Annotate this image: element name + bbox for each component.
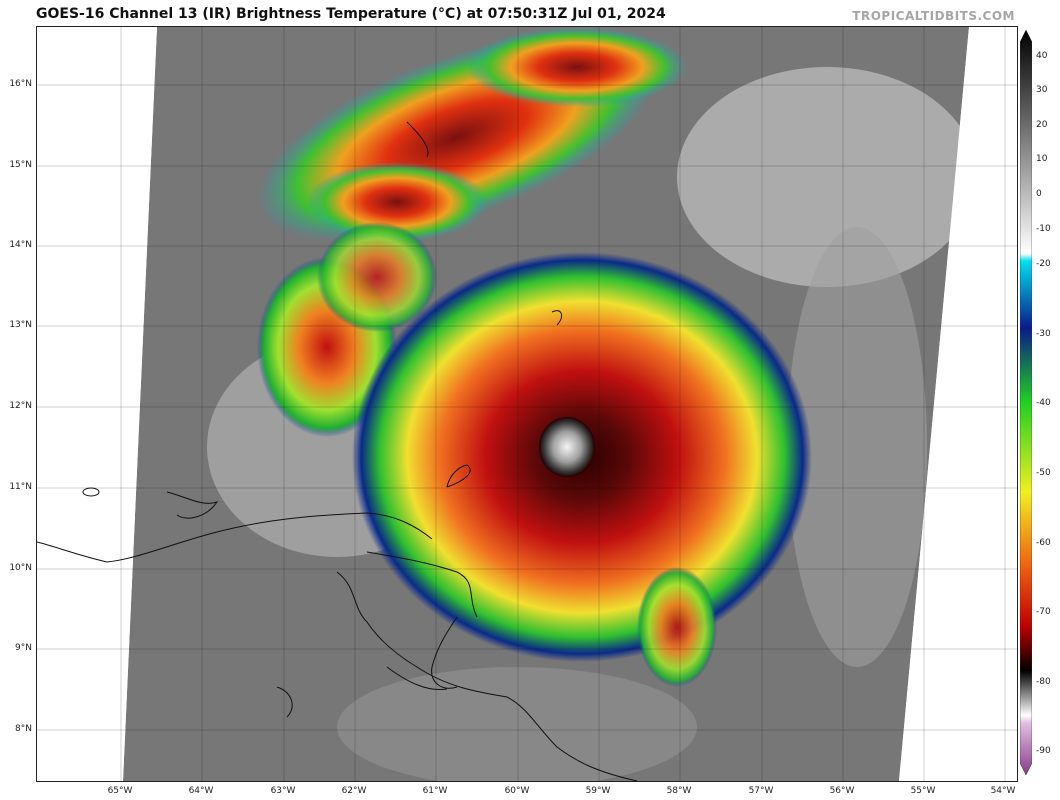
- lon-label-61w: 61°W: [422, 786, 448, 796]
- satellite-map: [36, 26, 1018, 782]
- satellite-image: [37, 27, 1017, 781]
- colorbar-tick: 20: [1036, 120, 1048, 130]
- lon-label-54w: 54°W: [990, 786, 1016, 796]
- colorbar-tick: -20: [1036, 259, 1051, 269]
- lon-label-59w: 59°W: [585, 786, 611, 796]
- colorbar-tick: -10: [1036, 224, 1051, 234]
- colorbar-tick: -30: [1036, 329, 1051, 339]
- colorbar-tick: -80: [1036, 677, 1051, 687]
- colorbar-tick: -70: [1036, 607, 1051, 617]
- lat-label-14n: 14°N: [9, 240, 32, 250]
- lon-label-60w: 60°W: [504, 786, 530, 796]
- lon-label-58w: 58°W: [666, 786, 692, 796]
- lat-label-15n: 15°N: [9, 160, 32, 170]
- graticule: [37, 27, 1017, 781]
- lat-label-16n: 16°N: [9, 79, 32, 89]
- lat-label-8n: 8°N: [15, 724, 32, 734]
- lat-label-13n: 13°N: [9, 320, 32, 330]
- colorbar-tick: 40: [1036, 51, 1048, 61]
- lat-label-10n: 10°N: [9, 563, 32, 573]
- lon-label-55w: 55°W: [910, 786, 936, 796]
- map-title: GOES-16 Channel 13 (IR) Brightness Tempe…: [36, 6, 666, 22]
- lon-label-62w: 62°W: [341, 786, 367, 796]
- coastlines: [37, 121, 638, 781]
- colorbar-tick: -50: [1036, 468, 1051, 478]
- lat-label-12n: 12°N: [9, 401, 32, 411]
- lat-label-11n: 11°N: [9, 482, 32, 492]
- site-credit: TROPICALTIDBITS.COM: [852, 9, 1015, 23]
- lat-label-9n: 9°N: [15, 643, 32, 653]
- colorbar: [1020, 30, 1032, 775]
- lon-label-65w: 65°W: [107, 786, 133, 796]
- lon-label-63w: 63°W: [270, 786, 296, 796]
- colorbar-tick: -40: [1036, 398, 1051, 408]
- colorbar-tick: -90: [1036, 746, 1051, 756]
- lon-label-57w: 57°W: [748, 786, 774, 796]
- colorbar-tick: 30: [1036, 85, 1048, 95]
- lon-label-56w: 56°W: [829, 786, 855, 796]
- colorbar-tick: 10: [1036, 154, 1048, 164]
- colorbar-tick: 0: [1036, 189, 1042, 199]
- colorbar-tick: -60: [1036, 538, 1051, 548]
- hurricane-eye: [539, 417, 595, 477]
- lon-label-64w: 64°W: [188, 786, 214, 796]
